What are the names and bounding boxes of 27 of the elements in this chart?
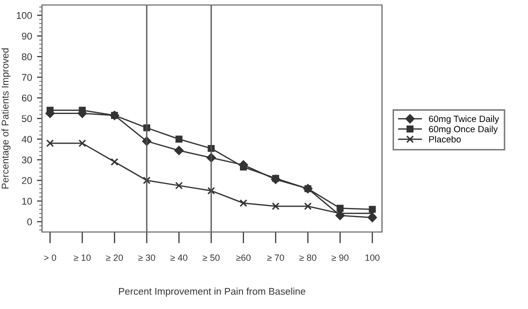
x-tick-label: 100 [365,254,380,261]
y-tick-label: 90 [22,32,32,40]
x-tick-label: ≥ 80 [299,254,316,261]
y-tick-label: 30 [22,156,32,164]
legend-label: Placebo [429,136,461,142]
y-tick-label: 50 [22,115,32,122]
y-tick-label: 0 [27,218,32,226]
legend-label: 60mg Twice Daily [428,115,500,124]
x-tick-label: > 0 [44,254,56,261]
x-tick-label: ≥ 90 [332,254,349,261]
y-tick-label: 100 [16,12,32,19]
y-tick-label: 80 [22,53,32,60]
legend-label: 60mg Once Daily [428,126,498,134]
y-tick-label: 40 [22,136,32,143]
y-tick-label: 20 [22,177,32,184]
x-tick-label: ≥ 20 [106,254,123,261]
y-tick-label: 60 [22,94,32,102]
x-tick-label: ≥ 50 [202,254,220,261]
x-tick-label: ≥ 70 [267,254,284,261]
x-tick-label: ≥ 40 [170,254,188,261]
x-tick-label: ≥ 30 [138,254,156,261]
y-tick-label: 10 [22,198,32,205]
x-tick-label: ≥60 [236,254,251,261]
y-tick-label: 70 [22,74,32,81]
y-axis-title: Percentage of Patients Improved [1,48,11,188]
x-axis-title: Percent Improvement in Pain from Baseline [119,288,306,297]
x-tick-label: ≥ 10 [74,254,91,261]
